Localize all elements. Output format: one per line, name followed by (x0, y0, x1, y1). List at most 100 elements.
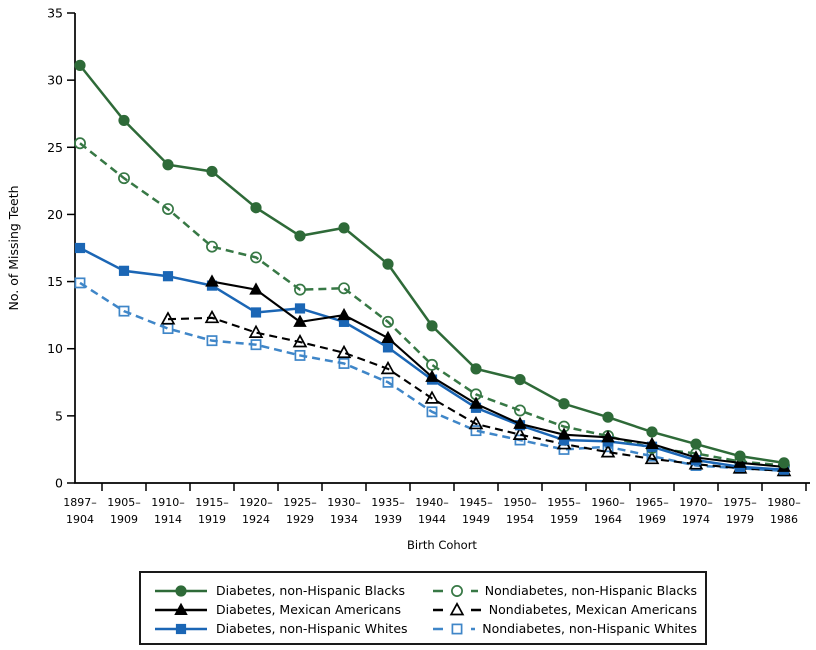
data-point-marker (514, 404, 526, 417)
x-tick-label: 1925– (283, 496, 317, 509)
x-tick-label: 1905– (107, 496, 141, 509)
data-point-marker (294, 283, 306, 296)
data-point-marker (160, 311, 176, 325)
legend: Diabetes, non-Hispanic Blacks Diabetes, M… (139, 571, 707, 645)
data-point-marker (733, 455, 747, 468)
legend-sample-square-open (433, 623, 476, 634)
data-point-marker (425, 369, 439, 382)
legend-sample-circle-open (433, 584, 478, 597)
series-line (79, 246, 785, 471)
data-point-marker (206, 240, 218, 253)
y-tick-label: 15 (47, 274, 63, 289)
x-tick-label: 1904 (66, 513, 94, 526)
data-point-marker (174, 602, 188, 615)
data-point-marker (513, 416, 527, 429)
data-point-marker (250, 251, 262, 264)
data-point-marker (250, 202, 262, 214)
y-tick-label: 0 (55, 476, 63, 491)
x-tick-label: 1974 (682, 513, 710, 526)
legend-column-nondiabetes: Nondiabetes, non-Hispanic Blacks Nondiabe… (429, 581, 697, 643)
legend-item: Nondiabetes, non-Hispanic Whites (429, 619, 697, 638)
x-tick-label: 1934 (330, 513, 358, 526)
data-point-marker (74, 242, 86, 254)
legend-item: Nondiabetes, non-Hispanic Blacks (429, 581, 697, 600)
data-point-marker (451, 584, 463, 597)
data-point-marker (250, 339, 262, 351)
data-point-marker (205, 274, 219, 287)
data-point-marker (118, 172, 130, 185)
data-point-marker (382, 376, 394, 388)
x-tick-label: 1924 (242, 513, 270, 526)
legend-label: Diabetes, non-Hispanic Blacks (216, 583, 405, 598)
x-tick-label: 1915– (195, 496, 229, 509)
data-point-marker (645, 436, 659, 450)
x-tick-label: 1950– (503, 496, 537, 509)
data-point-marker (381, 330, 395, 343)
data-point-marker (175, 584, 187, 597)
data-point-marker (514, 434, 526, 446)
data-point-marker (338, 282, 350, 295)
axis-line (74, 13, 810, 484)
data-point-marker (118, 305, 130, 317)
x-tick-label: 1940– (415, 496, 449, 509)
x-tick-label: 1970– (679, 496, 713, 509)
legend-sample-square-filled (155, 623, 207, 634)
x-tick-label: 1975– (723, 496, 757, 509)
data-point-marker (514, 374, 526, 386)
legend-label: Diabetes, non-Hispanic Whites (216, 621, 408, 636)
data-point-marker (470, 425, 482, 437)
y-tick-label: 25 (47, 140, 63, 155)
x-tick-label: 1930– (327, 496, 361, 509)
data-point-marker (206, 335, 218, 347)
data-point-marker (451, 623, 463, 634)
y-tick-label: 30 (47, 73, 63, 88)
data-point-marker (248, 324, 264, 338)
data-point-marker (162, 203, 174, 216)
x-tick-label: 1959 (550, 513, 578, 526)
data-point-marker (118, 265, 130, 276)
x-tick-label: 1954 (506, 513, 534, 526)
data-point-marker (557, 427, 571, 440)
data-point-marker (337, 307, 351, 321)
series-diabetes-mexican-americans (205, 274, 791, 472)
legend-item: Nondiabetes, Mexican Americans (429, 600, 697, 619)
data-point-marker (382, 315, 394, 328)
legend-label: Nondiabetes, Mexican Americans (488, 602, 697, 617)
series-layer (74, 59, 792, 477)
series-line (79, 281, 785, 473)
data-point-marker (74, 137, 86, 150)
data-point-marker (204, 309, 220, 324)
data-point-marker (689, 450, 703, 463)
data-point-marker (118, 114, 130, 127)
data-point-marker (778, 457, 790, 469)
series-line (211, 280, 785, 468)
data-point-marker (424, 390, 440, 404)
data-point-marker (469, 396, 483, 409)
data-point-marker (74, 277, 86, 289)
data-point-marker (175, 623, 187, 634)
legend-sample-circle-filled (155, 584, 207, 597)
x-tick-label: 1909 (110, 513, 138, 526)
x-tick-label: 1944 (418, 513, 446, 526)
y-tick-label: 5 (55, 408, 63, 423)
legend-item: Diabetes, non-Hispanic Whites (153, 619, 429, 638)
axes: 0 5 10 15 20 25 30 35 1897– 1904 1905– 1909 1910– 191… (47, 6, 810, 526)
x-tick-label: 1919 (198, 513, 226, 526)
data-point-marker (602, 411, 614, 423)
data-point-marker (292, 334, 308, 348)
data-point-marker (162, 271, 174, 282)
x-tick-label: 1897– (63, 496, 97, 509)
x-tick-label: 1929 (286, 513, 314, 526)
data-point-marker (644, 450, 660, 465)
legend-label: Nondiabetes, non-Hispanic Whites (482, 621, 697, 636)
x-tick-label: 1910– (151, 496, 185, 509)
data-point-marker (426, 406, 438, 418)
x-tick-label: 1939 (374, 513, 402, 526)
data-point-marker (74, 59, 86, 71)
legend-label: Diabetes, Mexican Americans (216, 602, 401, 617)
data-point-marker (250, 307, 262, 318)
data-point-marker (382, 258, 394, 270)
legend-sample-triangle-open (433, 601, 481, 615)
x-axis-title: Birth Cohort (407, 538, 477, 552)
legend-item: Diabetes, non-Hispanic Blacks (153, 581, 429, 600)
